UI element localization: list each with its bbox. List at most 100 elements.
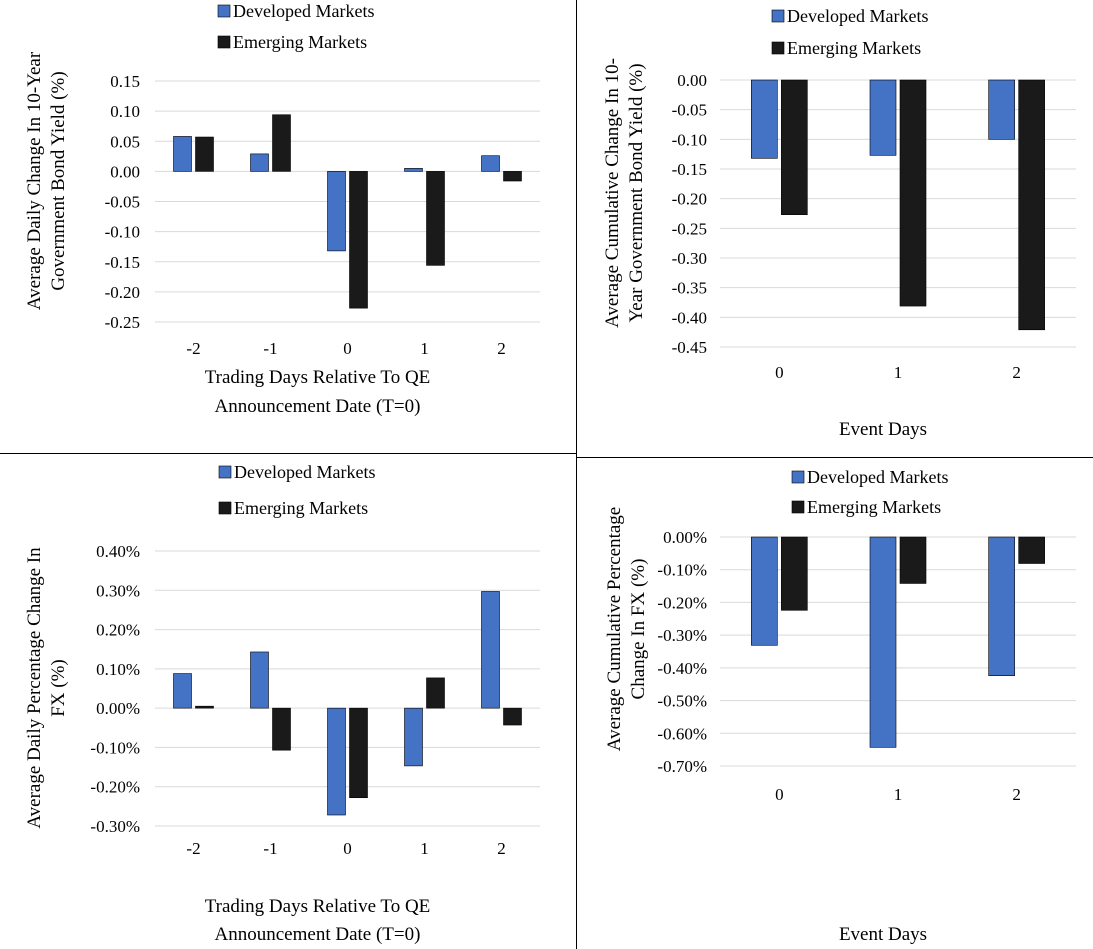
x-tick-label: -2 xyxy=(186,339,200,358)
x-axis-label: Announcement Date (T=0) xyxy=(215,924,421,945)
legend-emerging-label: Emerging Markets xyxy=(233,32,367,52)
bar-emerging xyxy=(503,171,522,182)
bar-developed xyxy=(250,651,269,709)
y-tick-label: -0.05 xyxy=(672,101,707,120)
bar-emerging xyxy=(349,171,368,309)
legend-emerging-swatch xyxy=(771,41,785,55)
y-tick-label: -0.60% xyxy=(657,724,707,743)
legend-emerging-label: Emerging Markets xyxy=(807,497,941,517)
x-axis-label: Event Days xyxy=(839,924,927,945)
y-tick-label: -0.10% xyxy=(90,738,140,757)
x-tick-label: 2 xyxy=(1012,785,1021,804)
bar-emerging xyxy=(1018,79,1045,331)
bar-developed xyxy=(988,536,1015,677)
x-tick-label: 2 xyxy=(497,839,506,858)
y-axis-label: Average Daily Change In 10-Year Governmen… xyxy=(24,51,69,310)
x-tick-label: 1 xyxy=(894,785,903,804)
legend-developed-label: Developed Markets xyxy=(233,1,374,21)
y-tick-label: 0.30% xyxy=(96,581,140,600)
y-tick-label: 0.20% xyxy=(96,621,140,640)
legend-emerging-swatch xyxy=(791,500,805,514)
y-tick-label: 0.10 xyxy=(110,102,140,121)
legend-emerging-label: Emerging Markets xyxy=(234,498,368,518)
y-tick-label: 0.00% xyxy=(663,528,707,547)
x-axis-label: Announcement Date (T=0) xyxy=(215,396,421,417)
y-tick-label: -0.25 xyxy=(105,313,140,332)
x-tick-label: -1 xyxy=(263,339,277,358)
chart-daily-bond-yield: 0.15 0.10 0.05 0.00 -0.05 -0.10 -0.15 -0.20 -0.2… xyxy=(0,0,576,453)
bar-developed xyxy=(327,707,346,816)
legend-emerging-swatch xyxy=(218,501,232,515)
vertical-divider xyxy=(576,0,577,949)
y-tick-label: -0.50% xyxy=(657,692,707,711)
bar-developed xyxy=(481,155,500,172)
legend-developed-label: Developed Markets xyxy=(807,467,948,487)
horizontal-divider-left xyxy=(0,453,576,454)
bar-developed xyxy=(404,707,423,767)
y-tick-label: -0.30% xyxy=(90,817,140,836)
chart-cumulative-bond-yield: 0.00 -0.05 -0.10 -0.15 -0.20 -0.25 -0.30 -0.35 -… xyxy=(577,0,1093,457)
bar-developed xyxy=(173,673,192,709)
y-axis-label: Average Cumulative Change In 10- Year Gov… xyxy=(602,58,647,328)
x-tick-label: 0 xyxy=(775,785,784,804)
bar-developed xyxy=(751,536,778,646)
y-tick-label: -0.40% xyxy=(657,659,707,678)
y-tick-label: -0.10% xyxy=(657,561,707,580)
y-axis-label: Average Daily Percentage Change In FX (%) xyxy=(24,547,69,829)
y-tick-label: -0.20% xyxy=(657,593,707,612)
y-tick-label: -0.20% xyxy=(90,778,140,797)
bar-developed xyxy=(173,136,192,172)
y-tick-label: -0.30 xyxy=(672,249,707,268)
y-tick-label: -0.30% xyxy=(657,626,707,645)
y-tick-label: -0.40 xyxy=(672,308,707,327)
bar-emerging xyxy=(272,114,291,172)
y-tick-label: 0.40% xyxy=(96,542,140,561)
bar-emerging xyxy=(503,707,522,726)
y-tick-label: 0.05 xyxy=(110,132,140,151)
y-axis-label: Average Cumulative Percentage Change In F… xyxy=(604,507,649,751)
y-tick-label: -0.45 xyxy=(672,338,707,357)
bar-emerging xyxy=(781,79,808,215)
x-tick-label: 0 xyxy=(775,363,784,382)
legend-developed-label: Developed Markets xyxy=(787,6,928,26)
y-tick-label: -0.20 xyxy=(672,190,707,209)
chart-svg: 0.40% 0.30% 0.20% 0.10% 0.00% -0.10% -0.20% -0.… xyxy=(24,462,540,945)
x-axis-label: Trading Days Relative To QE xyxy=(205,367,431,388)
chart-svg: 0.00 -0.05 -0.10 -0.15 -0.20 -0.25 -0.30 -0.35 -… xyxy=(602,6,1076,440)
y-tick-label: -0.25 xyxy=(672,219,707,238)
legend-developed-swatch xyxy=(791,470,805,484)
x-tick-label: -1 xyxy=(263,839,277,858)
legend-developed-swatch xyxy=(217,4,231,18)
horizontal-divider-right xyxy=(576,457,1093,458)
bar-emerging xyxy=(781,536,808,611)
bar-developed xyxy=(988,79,1015,140)
bar-emerging xyxy=(349,707,368,799)
x-tick-label: 1 xyxy=(420,339,429,358)
x-tick-label: 1 xyxy=(420,839,429,858)
y-tick-label: 0.10% xyxy=(96,660,140,679)
legend-emerging-swatch xyxy=(217,35,231,49)
bar-developed xyxy=(481,591,500,709)
chart-svg: 0.15 0.10 0.05 0.00 -0.05 -0.10 -0.15 -0.20 -0.2… xyxy=(24,1,540,417)
y-tick-label: 0.00 xyxy=(677,71,707,90)
y-tick-label: 0.00% xyxy=(96,699,140,718)
y-tick-label: -0.15 xyxy=(105,253,140,272)
y-tick-label: 0.00 xyxy=(110,162,140,181)
x-axis-label: Trading Days Relative To QE xyxy=(205,896,431,917)
legend-developed-swatch xyxy=(771,9,785,23)
x-tick-label: 0 xyxy=(343,339,352,358)
y-tick-label: -0.20 xyxy=(105,283,140,302)
y-tick-label: -0.10 xyxy=(672,130,707,149)
x-axis-label: Event Days xyxy=(839,419,927,440)
bar-emerging xyxy=(899,536,927,584)
legend-developed-label: Developed Markets xyxy=(234,462,375,482)
bar-emerging xyxy=(272,707,291,751)
chart-cumulative-fx: 0.00% -0.10% -0.20% -0.30% -0.40% -0.50% -0.60… xyxy=(577,458,1093,949)
x-tick-label: 0 xyxy=(343,839,352,858)
legend-developed-swatch xyxy=(218,465,232,479)
chart-daily-fx: 0.40% 0.30% 0.20% 0.10% 0.00% -0.10% -0.20% -0.… xyxy=(0,454,576,949)
legend-emerging-label: Emerging Markets xyxy=(787,38,921,58)
y-tick-label: 0.15 xyxy=(110,72,140,91)
y-tick-label: -0.35 xyxy=(672,279,707,298)
bar-developed xyxy=(869,536,897,748)
